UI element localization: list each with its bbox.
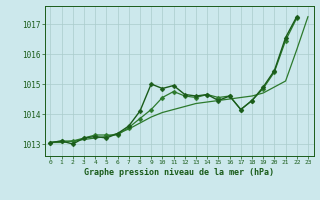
X-axis label: Graphe pression niveau de la mer (hPa): Graphe pression niveau de la mer (hPa)	[84, 168, 274, 177]
